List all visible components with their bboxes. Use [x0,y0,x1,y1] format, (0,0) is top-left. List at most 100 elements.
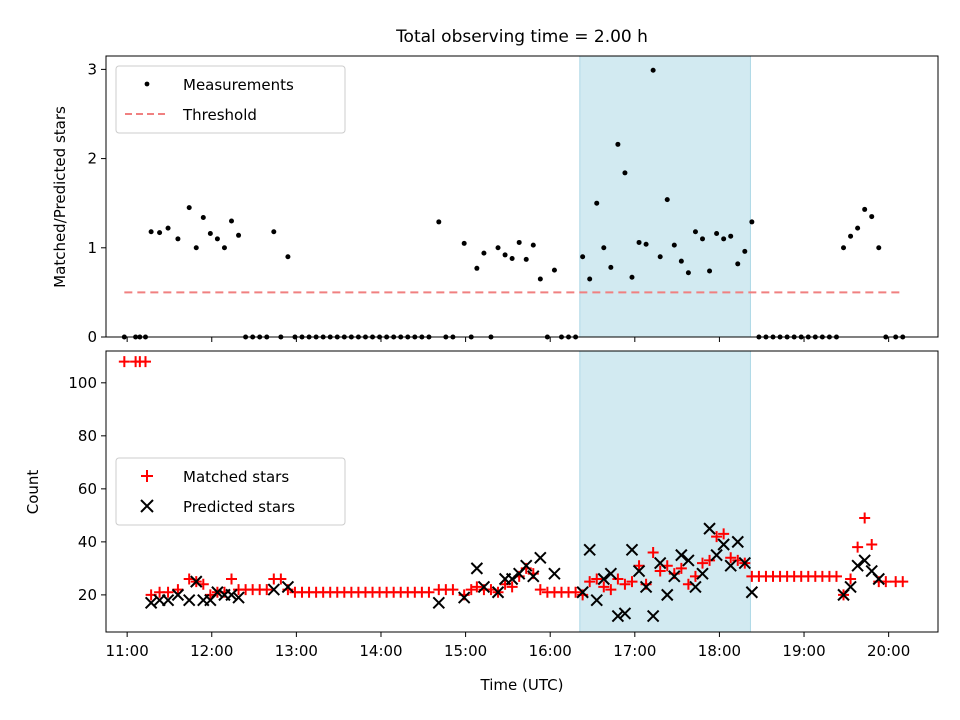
bottom-y-tick-label: 60 [78,480,97,498]
legend-predicted-label: Predicted stars [183,498,295,516]
bottom-panel: 20 40 60 80 100 11:00 12:00 13:00 14:00 15:00 16:… [24,350,939,694]
chart-title: Total observing time = 2.00 h [395,27,648,47]
measurement-point [502,252,508,258]
measurement-point [657,254,663,260]
measurement-point [700,236,706,242]
matched-star-point [859,512,871,524]
matched-star-point [605,584,617,596]
top-y-ticks: 0 1 2 3 [87,60,106,346]
predicted-star-point [457,591,471,604]
matched-star-point [261,584,273,596]
predicted-star-point [625,543,639,557]
measurement-point [714,231,720,237]
x-tick-label: 16:00 [529,642,572,660]
measurement-point [271,229,277,235]
predicted-star-point [668,570,681,583]
top-shaded-interval [579,55,751,338]
measurement-point [509,255,515,261]
measurement-point [551,267,557,273]
measurement-point [601,245,607,251]
x-tick-label: 11:00 [106,642,149,660]
measurement-point [200,214,206,220]
matched-star-point [626,576,638,588]
predicted-star-point [505,572,519,586]
predicted-star-point [639,580,653,594]
legend-matched-marker [141,470,153,482]
top-x-ticks [126,337,890,342]
matched-star-point [465,584,477,596]
predicted-stars-layer [144,522,885,623]
predicted-star-point [738,556,752,570]
measurement-point [629,274,635,280]
measurement-point [594,200,600,206]
x-tick-label: 17:00 [613,642,656,660]
legend-measurements-label: Measurements [183,76,294,94]
matched-star-point [423,586,435,598]
predicted-star-point [851,559,864,572]
predicted-star-point [144,596,158,610]
measurement-point [622,170,628,176]
predicted-star-point [675,548,688,562]
matched-star-point [598,581,610,593]
matched-star-point [718,528,730,540]
matched-star-point [654,565,666,577]
measurement-point [214,236,220,242]
measurements-layer [121,67,906,340]
legend-predicted-marker [140,499,154,513]
matched-star-point [139,356,151,368]
matched-star-point [897,576,909,588]
matched-star-point [845,573,857,585]
measurement-point [869,214,875,220]
measurement-point [876,245,882,251]
predicted-star-point [470,562,484,575]
predicted-star-point [703,522,716,535]
measurement-point [855,225,861,231]
x-tick-label: 13:00 [275,642,318,660]
matched-star-point [471,581,483,593]
predicted-star-point [161,593,175,607]
predicted-star-point [432,596,446,610]
top-y-tick-label: 2 [87,150,97,168]
matched-star-point [591,573,603,585]
predicted-star-point [724,559,737,572]
bottom-y-tick-label: 100 [68,374,97,392]
x-axis-label: Time (UTC) [480,676,564,694]
predicted-star-point [182,593,196,607]
legend-threshold-label: Threshold [182,106,257,124]
matched-star-point [534,584,546,596]
predicted-star-point [717,538,730,551]
predicted-star-point [646,609,660,623]
bottom-shaded-interval [579,350,751,633]
measurement-point [671,242,677,248]
measurement-point [608,264,614,270]
bottom-legend-box [115,457,346,526]
predicted-star-point [590,593,603,607]
predicted-star-point [611,609,625,623]
matched-star-point [725,552,737,564]
matched-star-point [275,573,287,585]
predicted-star-point [731,535,744,549]
bottom-y-tick-label: 80 [78,427,97,445]
x-tick-label: 20:00 [867,642,910,660]
measurement-point [175,236,181,242]
top-y-tick-label: 0 [87,328,97,346]
predicted-star-point [548,567,561,580]
predicted-star-point [267,583,281,596]
matched-star-point [866,539,878,551]
measurement-point [495,245,501,251]
measurement-point [157,230,163,236]
matched-star-point [226,573,238,585]
measurement-point [678,258,684,264]
measurement-point [650,67,656,73]
measurement-point [523,256,529,262]
matched-star-point [584,576,596,588]
matched-star-point [447,584,459,596]
predicted-star-point [281,580,295,594]
matched-star-point [697,557,709,569]
matched-star-point [499,578,511,590]
predicted-star-point [661,588,674,602]
matched-star-point [162,586,174,598]
measurement-point [587,276,593,282]
predicted-star-point [190,575,203,588]
measurement-point [692,229,698,235]
